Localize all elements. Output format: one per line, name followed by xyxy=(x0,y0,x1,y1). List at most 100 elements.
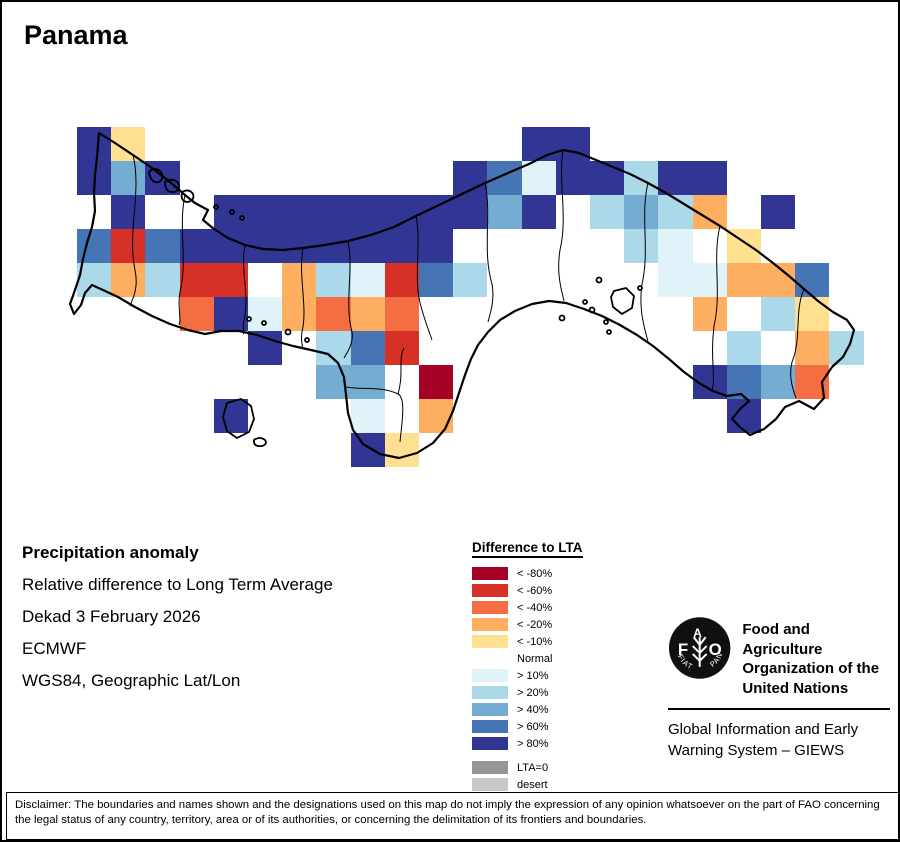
map-cell xyxy=(350,263,385,297)
map-cell xyxy=(145,229,180,263)
map-cell xyxy=(761,195,796,229)
legend-swatch xyxy=(472,669,508,682)
info-line-method: Relative difference to Long Term Average xyxy=(22,575,333,594)
legend-swatch xyxy=(472,761,508,774)
map-cell xyxy=(658,229,693,263)
map-info-block: Precipitation anomaly Relative differenc… xyxy=(22,543,333,703)
map-subtitle: Precipitation anomaly xyxy=(22,543,199,562)
map-cell xyxy=(179,229,214,263)
map-cell xyxy=(384,331,419,365)
legend-swatch xyxy=(472,652,508,665)
legend-label: desert xyxy=(517,778,548,791)
map-cell xyxy=(453,263,488,297)
legend-entry: desert xyxy=(472,776,583,793)
map-cell xyxy=(77,127,112,161)
info-line-projection: WGS84, Geographic Lat/Lon xyxy=(22,671,241,690)
map-cell xyxy=(419,229,454,263)
map-cell xyxy=(77,263,112,297)
map-cell xyxy=(111,263,146,297)
fao-divider xyxy=(668,708,890,710)
map-cell xyxy=(77,229,112,263)
legend-swatch xyxy=(472,618,508,631)
map-cell xyxy=(213,195,248,229)
giews-name: Global Information and Early Warning Sys… xyxy=(668,721,859,759)
map-cell xyxy=(350,433,385,467)
legend-label: < -80% xyxy=(517,567,553,580)
map-cell xyxy=(282,229,317,263)
map-cell xyxy=(179,263,214,297)
legend-rows: < -80% < -60% < -40% < -20% < -10% Normal > 10… xyxy=(472,565,583,793)
legend-label: LTA=0 xyxy=(517,761,549,774)
map-cell xyxy=(487,161,522,195)
map-cell xyxy=(316,365,351,399)
map-cell xyxy=(77,161,112,195)
map-cell xyxy=(213,297,248,331)
svg-text:A: A xyxy=(693,626,702,640)
legend-entry: > 60% xyxy=(472,718,583,735)
wheat-ear-icon xyxy=(692,636,708,667)
legend-label: < -20% xyxy=(517,618,553,631)
disclaimer-box: Disclaimer: The boundaries and names sho… xyxy=(6,792,898,840)
map-cell xyxy=(453,161,488,195)
legend-swatch xyxy=(472,584,508,597)
legend-entry: > 80% xyxy=(472,735,583,752)
map-cell xyxy=(726,229,761,263)
legend-entry: LTA=0 xyxy=(472,759,583,776)
map-cell xyxy=(316,297,351,331)
legend-entry: < -80% xyxy=(472,565,583,582)
legend-swatch xyxy=(472,737,508,750)
map-cell xyxy=(111,195,146,229)
map-cell xyxy=(590,195,625,229)
map-cell xyxy=(316,263,351,297)
legend-label: < -60% xyxy=(517,584,553,597)
map-cell xyxy=(384,229,419,263)
svg-text:O: O xyxy=(709,640,722,659)
map-cell xyxy=(384,433,419,467)
legend-swatch xyxy=(472,601,508,614)
map-cell xyxy=(795,365,830,399)
map-cell xyxy=(248,331,283,365)
map-cell xyxy=(453,195,488,229)
map-cell xyxy=(248,297,283,331)
legend-entry: > 40% xyxy=(472,701,583,718)
map-cell xyxy=(419,195,454,229)
map-cell xyxy=(692,263,727,297)
map-cell xyxy=(384,297,419,331)
legend-label: < -40% xyxy=(517,601,553,614)
map-cell xyxy=(248,229,283,263)
map-cell xyxy=(145,161,180,195)
map-cell xyxy=(145,263,180,297)
map-cell xyxy=(521,195,556,229)
legend-swatch xyxy=(472,703,508,716)
map-cell xyxy=(658,263,693,297)
map-cell xyxy=(419,263,454,297)
map-cell xyxy=(795,297,830,331)
legend-entry: > 20% xyxy=(472,684,583,701)
legend-label: > 60% xyxy=(517,720,549,733)
fao-org-name: Food and Agriculture Organization of the… xyxy=(742,621,880,697)
map-cell xyxy=(350,331,385,365)
map-cell xyxy=(111,161,146,195)
map-cell xyxy=(282,297,317,331)
map-cell xyxy=(384,263,419,297)
map-cell xyxy=(761,297,796,331)
map-cell xyxy=(282,263,317,297)
legend-swatch xyxy=(472,778,508,791)
disclaimer-text: Disclaimer: The boundaries and names sho… xyxy=(15,799,880,826)
map-cell xyxy=(726,365,761,399)
map-cell xyxy=(692,365,727,399)
map-cell xyxy=(487,195,522,229)
map-cell xyxy=(248,195,283,229)
legend-title: Difference to LTA xyxy=(472,540,583,558)
map-cell xyxy=(350,229,385,263)
map-cell xyxy=(829,331,864,365)
legend-label: > 10% xyxy=(517,669,549,682)
map-cell xyxy=(316,195,351,229)
map-cell xyxy=(692,161,727,195)
legend-entry: > 10% xyxy=(472,667,583,684)
legend-swatch xyxy=(472,720,508,733)
map-cell xyxy=(761,365,796,399)
map-cell xyxy=(521,161,556,195)
map-cell xyxy=(419,365,454,399)
